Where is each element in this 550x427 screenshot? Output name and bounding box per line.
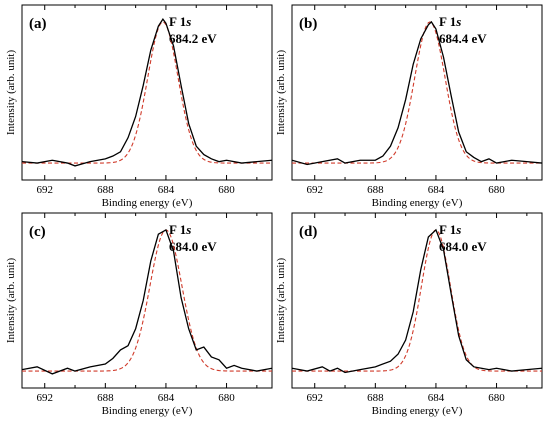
annotation-core-level-b: F 1s	[439, 14, 461, 29]
x-tick-label-c-692: 692	[36, 392, 53, 404]
fit-curve-a	[22, 21, 272, 164]
plot-frame-c	[21, 212, 273, 389]
plot-frame-b	[291, 4, 543, 181]
x-tick-label-a-684: 684	[158, 184, 175, 196]
panel-label-c: (c)	[29, 224, 46, 240]
annotation-core-level-d: F 1s	[439, 222, 461, 237]
x-tick-label-a-692: 692	[36, 184, 53, 196]
x-tick-label-d-692: 692	[306, 392, 323, 404]
fit-curve-d	[292, 229, 542, 372]
plot-frame-d	[291, 212, 543, 389]
x-axis-label-c: Binding energy (eV)	[102, 405, 193, 417]
x-tick-label-d-684: 684	[428, 392, 445, 404]
x-axis-label-d: Binding energy (eV)	[372, 405, 463, 417]
y-axis-label-c: Intensity (arb. unit)	[5, 258, 17, 344]
fit-curve-c	[22, 229, 272, 372]
panel-label-b: (b)	[299, 16, 317, 32]
plot-frame-a	[21, 4, 273, 181]
annotation-peak-energy-b: 684.4 eV	[439, 31, 487, 46]
x-axis-label-a: Binding energy (eV)	[102, 197, 193, 209]
measured-spectrum-b	[292, 20, 542, 166]
x-tick-label-c-680: 680	[218, 392, 235, 404]
y-axis-label-b: Intensity (arb. unit)	[275, 50, 287, 136]
y-axis-label-d: Intensity (arb. unit)	[275, 258, 287, 344]
x-tick-label-a-680: 680	[218, 184, 235, 196]
x-tick-label-b-688: 688	[367, 184, 384, 196]
annotation-core-level-c: F 1s	[169, 222, 191, 237]
y-axis-label-a: Intensity (arb. unit)	[5, 50, 17, 136]
x-tick-label-d-688: 688	[367, 392, 384, 404]
x-tick-label-b-680: 680	[488, 184, 505, 196]
x-tick-label-d-680: 680	[488, 392, 505, 404]
annotation-peak-energy-a: 684.2 eV	[169, 31, 217, 46]
panel-label-a: (a)	[29, 16, 47, 32]
x-tick-label-c-684: 684	[158, 392, 175, 404]
x-axis-label-b: Binding energy (eV)	[372, 197, 463, 209]
panel-a: 692 688 684 680 Binding energy (eV) Intensity…	[5, 4, 273, 209]
annotation-peak-energy-c: 684.0 eV	[169, 239, 217, 254]
measured-spectrum-a	[22, 17, 272, 167]
panel-label-d: (d)	[299, 224, 317, 240]
measured-spectrum-d	[292, 228, 542, 374]
annotation-peak-energy-d: 684.0 eV	[439, 239, 487, 254]
x-tick-label-b-684: 684	[428, 184, 445, 196]
measured-spectrum-c	[22, 228, 272, 375]
fit-curve-b	[292, 21, 542, 164]
x-tick-label-c-688: 688	[97, 392, 114, 404]
panel-b: 692 688 684 680 Binding energy (eV) Intensity…	[275, 4, 543, 209]
panel-d: 692 688 684 680 Binding energy (eV) Intensity…	[275, 212, 543, 417]
panel-c: 692 688 684 680 Binding energy (eV) Intensity…	[5, 212, 273, 417]
x-tick-label-b-692: 692	[306, 184, 323, 196]
x-tick-label-a-688: 688	[97, 184, 114, 196]
annotation-core-level-a: F 1s	[169, 14, 191, 29]
